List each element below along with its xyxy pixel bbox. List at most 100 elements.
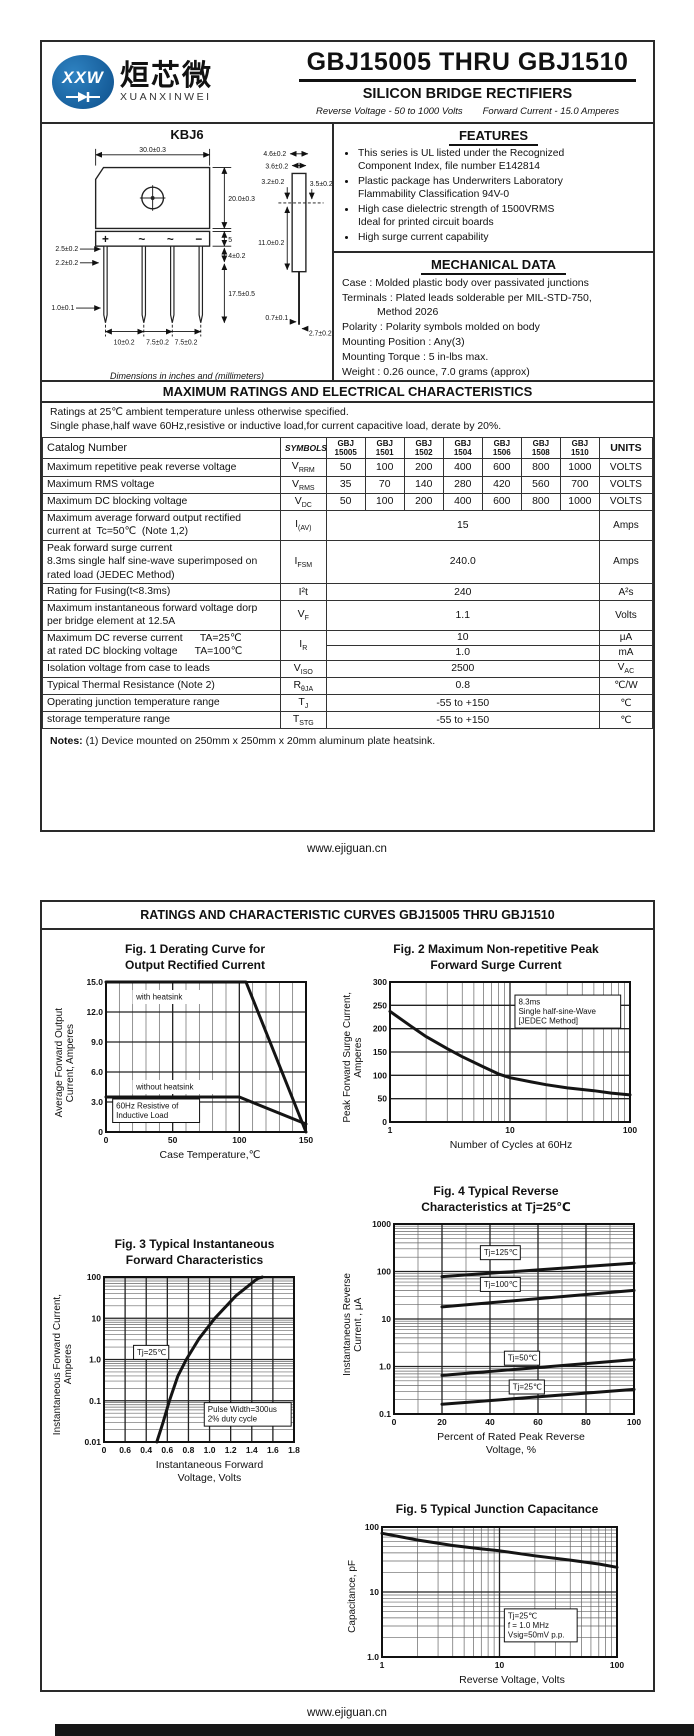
- series-line: [388, 1010, 632, 1097]
- y-tick-label: 10: [382, 1314, 392, 1324]
- logo-mark: XXW: [52, 55, 114, 109]
- value-cell: 0.8: [325, 676, 600, 696]
- units-cell: VOLTS: [598, 492, 653, 511]
- annotation-box: [480, 1245, 522, 1261]
- y-tick-label: 1.0: [367, 1652, 379, 1662]
- param-cell: Maximum average forward output rectified…: [42, 509, 281, 541]
- y-tick-label: 0.1: [90, 1396, 102, 1406]
- col-header-symbols: SYMBOLS: [279, 437, 327, 460]
- figure-5: Fig. 5 Typical Junction Capacitance Capa…: [347, 1502, 647, 1687]
- table-row: storage temperature range TSTG -55 to +150…: [42, 711, 653, 730]
- symbol-cell: VRMS: [279, 475, 327, 494]
- param-cell: Isolation voltage from case to leads: [42, 659, 281, 678]
- features-section: FEATURES This series is UL listed under …: [334, 124, 653, 253]
- annotation-text: Vsig=50mV p.p.: [508, 1630, 565, 1639]
- symbol-cell: VISO: [279, 659, 327, 678]
- figure-1-xlabel: Case Temperature,℃: [159, 1149, 261, 1162]
- info-column: FEATURES This series is UL listed under …: [334, 124, 653, 380]
- figure-5-body: Capacitance, pF 1 10 100 1.0 10 100 Tj=25℃ f = …: [347, 1521, 647, 1673]
- x-tick-label: 10: [495, 1660, 505, 1670]
- value-cell: 1000: [559, 492, 600, 511]
- package-column: KBJ6: [42, 124, 334, 381]
- page-title: GBJ15005 THRU GBJ1510: [298, 48, 637, 82]
- annotation-text: 8.3ms: [519, 998, 541, 1007]
- tagline: Reverse Voltage - 50 to 1000 Volts Forwa…: [292, 106, 643, 117]
- ratings-heading: MAXIMUM RATINGS AND ELECTRICAL CHARACTER…: [42, 380, 653, 403]
- annotation-box: [133, 1080, 216, 1095]
- y-tick-label: 9.0: [92, 1037, 104, 1047]
- title-block: GBJ15005 THRU GBJ1510 SILICON BRIDGE REC…: [292, 48, 643, 117]
- footer-link[interactable]: www.ejiguan.cn: [307, 1707, 387, 1719]
- y-tick-label: 1.0: [90, 1355, 102, 1365]
- value-cell: 700: [559, 475, 600, 494]
- company-logo: XXW 烜芯微 XUANXINWEI: [52, 55, 292, 109]
- figure-1-title: Fig. 1 Derating Curve for Output Rectifi…: [124, 942, 266, 972]
- mechanical-section: MECHANICAL DATA Case : Molded plastic bo…: [334, 253, 653, 380]
- value-cell: 600: [481, 458, 522, 477]
- param-cell: Maximum repetitive peak reverse voltage: [42, 458, 281, 477]
- x-tick-label: 1: [380, 1660, 385, 1670]
- y-tick-label: 0: [99, 1127, 104, 1137]
- y-tick-label: 100: [365, 1522, 379, 1532]
- param-cell: Operating junction temperature range: [42, 694, 281, 713]
- symbol-cell: I²t: [279, 583, 327, 601]
- col-header-part: GBJ 1502: [403, 437, 444, 460]
- datasheet-page-1: XXW 烜芯微 XUANXINWEI GBJ15005 THRU GBJ1510…: [40, 40, 655, 832]
- value-cell: 10: [325, 629, 600, 646]
- symbol-cell: TJ: [279, 694, 327, 713]
- units-cell: Volts: [598, 599, 653, 631]
- annotation-text: Tj=50℃: [508, 1354, 537, 1363]
- col-header-part: GBJ 1510: [559, 437, 600, 460]
- dim-thickness-body: 3.6±0.2: [265, 164, 288, 171]
- annotation-text: f = 1.0 MHz: [508, 1620, 549, 1629]
- dim-body-width: 30.0±0.3: [139, 147, 166, 154]
- dim-band-height: 5: [228, 237, 232, 244]
- package-caption: Dimensions in inches and (millimeters): [109, 371, 265, 381]
- figure-5-ylabel: Capacitance, pF: [347, 1560, 358, 1633]
- series-line: [104, 1095, 308, 1126]
- plot-frame: [389, 981, 632, 1124]
- y-tick-label: 0.1: [380, 1409, 392, 1419]
- logo-monogram: XXW: [62, 68, 104, 87]
- param-cell: Peak forward surge current 8.3ms single …: [42, 539, 281, 585]
- symbol-cell: IFSM: [279, 539, 327, 585]
- mounting-hole-center: [150, 196, 155, 200]
- notes-label: Notes:: [50, 735, 83, 748]
- figure-2-xlabel: Number of Cycles at 60Hz: [449, 1139, 573, 1152]
- annotation-box: [504, 1350, 541, 1366]
- package-leads: [103, 245, 204, 323]
- mechanical-line: Weight : 0.26 ounce, 7.0 grams (approx): [342, 366, 530, 379]
- col-header-part: GBJ 1506: [481, 437, 522, 460]
- dim-pitch-2: 7.5±0.2: [146, 339, 169, 346]
- dim-lower-body: 11.0±0.2: [258, 240, 284, 247]
- y-tick-label: 6.0: [92, 1067, 104, 1077]
- dimension-lines: [76, 148, 324, 337]
- annotation-box: [204, 1402, 293, 1427]
- mechanical-line: Mounting Torque : 5 in-lbs max.: [342, 351, 489, 364]
- param-cell: Maximum DC blocking voltage: [42, 492, 281, 511]
- units-cell: Amps: [598, 539, 653, 585]
- figure-4-body: Instantaneous Reverse Current , μA 0 20 40…: [342, 1218, 650, 1430]
- value-cell: 400: [442, 492, 483, 511]
- col-header-part: GBJ 1508: [520, 437, 561, 460]
- x-tick-label: 0: [102, 1445, 107, 1455]
- x-tick-label: 50: [168, 1135, 178, 1145]
- figure-2-body: Peak Forward Surge Current, Amperes 1 10 1…: [342, 976, 650, 1138]
- features-heading: FEATURES: [342, 128, 645, 146]
- x-tick-label: 100: [233, 1135, 247, 1145]
- curves-heading: RATINGS AND CHARACTERISTIC CURVES GBJ150…: [42, 902, 653, 930]
- table-row: Maximum DC blocking voltage VDC 50 100 200 40…: [42, 492, 653, 511]
- package-side-view: [291, 172, 307, 325]
- feature-item: Plastic package has Underwriters Laborat…: [357, 176, 645, 201]
- annotation-text: Tj=25℃: [513, 1383, 542, 1392]
- footer-link[interactable]: www.ejiguan.cn: [307, 843, 387, 855]
- dim-pitch-1: 10±0.2: [114, 339, 135, 346]
- dim-hole-offset-2: 3.5±0.2: [310, 181, 333, 188]
- feature-item: This series is UL listed under the Recog…: [357, 148, 645, 173]
- polarity-plus: +: [102, 233, 109, 246]
- annotation-text: Tj=25℃: [508, 1611, 537, 1620]
- figure-1-chart: 0 50 100 150 0 3.0 6.0 9.0 12.0 15.0 with heatsink…: [87, 977, 314, 1145]
- bottom-bar: [55, 1724, 694, 1736]
- mechanical-heading: MECHANICAL DATA: [342, 256, 645, 275]
- param-cell: Maximum instantaneous forward voltage do…: [42, 599, 281, 631]
